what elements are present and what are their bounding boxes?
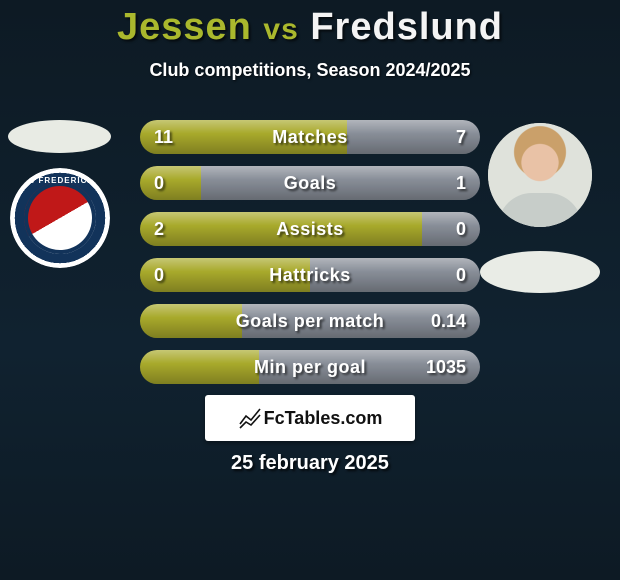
stat-label: Assists [140, 212, 480, 246]
stat-label: Matches [140, 120, 480, 154]
player1-club-badge: FC FREDERICIA [10, 168, 110, 268]
watermark-text: FcTables.com [264, 408, 383, 429]
stat-row: Goals per match0.14 [140, 304, 480, 338]
stat-value-left: 11 [154, 120, 173, 154]
stat-row: Goals0 1 [140, 166, 480, 200]
fctables-icon [238, 406, 262, 430]
player2-photo [488, 123, 592, 227]
stat-label: Goals [140, 166, 480, 200]
stat-value-right: 7 [456, 120, 466, 154]
club-left-label: FC FREDERICIA [10, 176, 110, 185]
stat-value-right: 1035 [426, 350, 466, 384]
vs-label: vs [263, 13, 298, 46]
stat-value-right: 1 [456, 166, 466, 200]
stat-value-right: 0 [456, 258, 466, 292]
stat-value-right: 0 [456, 212, 466, 246]
player2-club-badge [480, 251, 600, 293]
stat-value-right: 0.14 [431, 304, 466, 338]
watermark: FcTables.com [205, 395, 415, 441]
player2-name: Fredslund [310, 6, 503, 48]
player1-photo [8, 120, 111, 153]
stat-value-left: 0 [154, 258, 164, 292]
stats-list: Matches117Goals01Assists20Hattricks00Goa… [140, 120, 480, 396]
stat-label: Hattricks [140, 258, 480, 292]
infographic: Jessen vs Fredslund Club competitions, S… [0, 0, 620, 580]
stat-label: Goals per match [140, 304, 480, 338]
stat-row: Min per goal1035 [140, 350, 480, 384]
date-label: 25 february 2025 [0, 452, 620, 475]
stat-row: Matches11 7 [140, 120, 480, 154]
stat-value-left: 2 [154, 212, 164, 246]
page-title: Jessen vs Fredslund [0, 6, 620, 49]
stat-row: Assists2 0 [140, 212, 480, 246]
stat-value-left: 0 [154, 166, 164, 200]
subtitle: Club competitions, Season 2024/2025 [0, 60, 620, 81]
stat-row: Hattricks0 0 [140, 258, 480, 292]
player1-name: Jessen [117, 6, 252, 48]
